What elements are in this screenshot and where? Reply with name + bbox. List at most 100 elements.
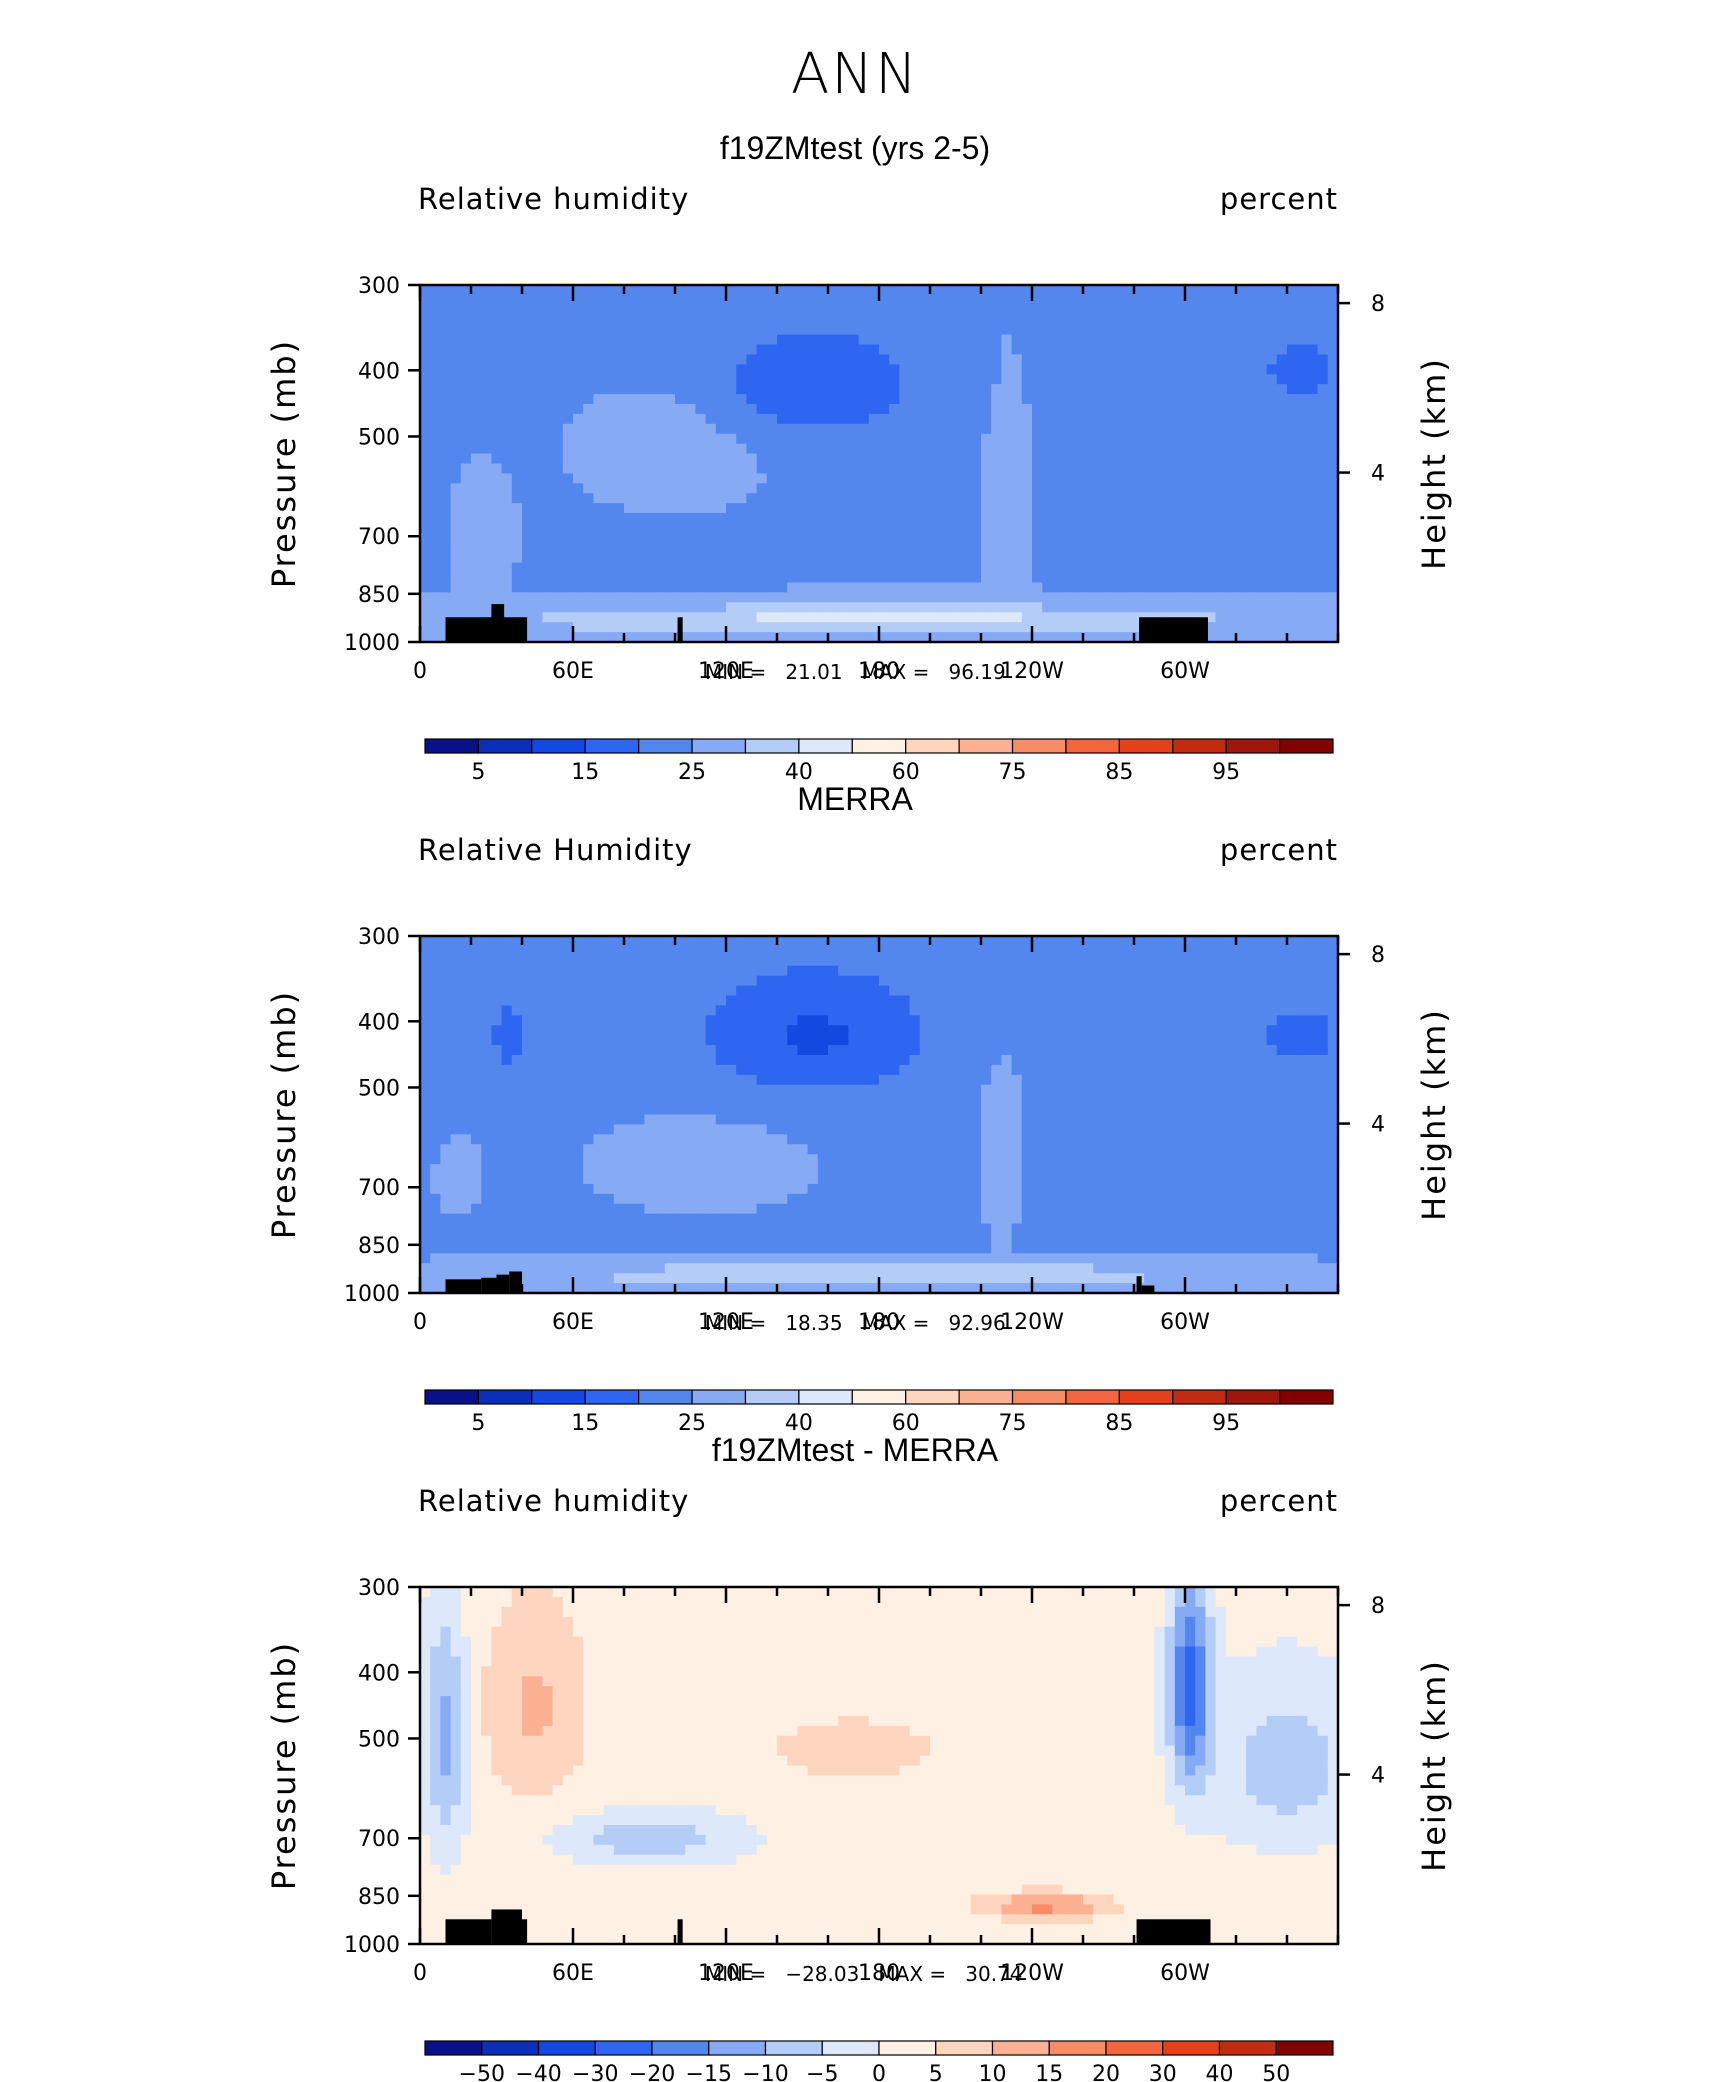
contour-cell xyxy=(767,325,778,336)
contour-cell xyxy=(818,1075,829,1086)
contour-cell xyxy=(542,1035,553,1046)
contour-cell xyxy=(706,1124,717,1135)
contour-cell xyxy=(1318,563,1329,574)
contour-cell xyxy=(481,1105,492,1116)
contour-cell xyxy=(461,543,472,554)
contour-cell xyxy=(1236,493,1247,504)
contour-cell xyxy=(736,602,747,613)
contour-cell xyxy=(1063,285,1074,296)
contour-cell xyxy=(971,543,982,554)
contour-cell xyxy=(1134,384,1145,395)
contour-cell xyxy=(859,1204,870,1215)
contour-cell xyxy=(961,602,972,613)
contour-cell xyxy=(767,1095,778,1106)
contour-cell xyxy=(481,454,492,465)
contour-cell xyxy=(1246,335,1257,346)
contour-cell xyxy=(624,493,635,504)
contour-cell xyxy=(971,335,982,346)
contour-cell xyxy=(420,374,431,385)
contour-cell xyxy=(430,583,441,594)
contour-cell xyxy=(522,543,533,554)
contour-cell xyxy=(553,1263,564,1274)
contour-cell xyxy=(573,464,584,475)
contour-cell xyxy=(940,305,951,316)
contour-cell xyxy=(471,1115,482,1126)
contour-cell xyxy=(1124,444,1135,455)
contour-cell xyxy=(757,523,768,534)
contour-cell xyxy=(767,563,778,574)
contour-cell xyxy=(685,424,696,435)
contour-cell xyxy=(1287,592,1298,603)
contour-cell xyxy=(532,553,543,564)
contour-cell xyxy=(593,533,604,544)
contour-cell xyxy=(655,424,666,435)
contour-cell xyxy=(828,414,839,425)
contour-cell xyxy=(1236,622,1247,633)
contour-cell xyxy=(1032,434,1043,445)
contour-cell xyxy=(502,374,513,385)
contour-cell xyxy=(573,946,584,957)
contour-cell xyxy=(848,1055,859,1066)
contour-cell xyxy=(440,966,451,977)
contour-cell xyxy=(1032,454,1043,465)
contour-cell xyxy=(797,563,808,574)
contour-cell xyxy=(440,583,451,594)
contour-cell xyxy=(634,553,645,564)
contour-cell xyxy=(1165,325,1176,336)
contour-cell xyxy=(634,1243,645,1254)
contour-cell xyxy=(695,1045,706,1056)
contour-cell xyxy=(695,1115,706,1126)
contour-cell xyxy=(899,622,910,633)
contour-cell xyxy=(1175,563,1186,574)
contour-cell xyxy=(1236,553,1247,564)
contour-cell xyxy=(991,523,1002,534)
contour-cell xyxy=(593,1085,604,1096)
contour-cell xyxy=(461,1115,472,1126)
contour-cell xyxy=(869,602,880,613)
contour-cell xyxy=(655,454,666,465)
contour-cell xyxy=(624,1025,635,1036)
contour-cell xyxy=(930,602,941,613)
contour-cell xyxy=(471,996,482,1007)
contour-cell xyxy=(1103,414,1114,425)
contour-cell xyxy=(471,583,482,594)
contour-cell xyxy=(981,543,992,554)
contour-cell xyxy=(940,483,951,494)
contour-cell xyxy=(593,424,604,435)
contour-cell xyxy=(879,384,890,395)
contour-cell xyxy=(736,404,747,415)
contour-cell xyxy=(1165,295,1176,306)
contour-cell xyxy=(726,1015,737,1026)
contour-cell xyxy=(736,533,747,544)
contour-cell xyxy=(573,602,584,613)
contour-cell xyxy=(950,563,961,574)
contour-cell xyxy=(767,976,778,987)
contour-cell xyxy=(583,936,594,947)
contour-cell xyxy=(685,1154,696,1165)
contour-cell xyxy=(757,354,768,365)
contour-cell xyxy=(624,966,635,977)
contour-cell xyxy=(940,354,951,365)
contour-cell xyxy=(461,503,472,514)
contour-cell xyxy=(950,315,961,326)
contour-cell xyxy=(757,563,768,574)
contour-cell xyxy=(879,1025,890,1036)
contour-cell xyxy=(614,1263,625,1274)
contour-cell xyxy=(573,1124,584,1135)
contour-cell xyxy=(420,1144,431,1155)
contour-cell xyxy=(512,454,523,465)
contour-cell xyxy=(1083,364,1094,375)
contour-cell xyxy=(1093,315,1104,326)
contour-cell xyxy=(706,543,717,554)
contour-cell xyxy=(471,315,482,326)
contour-cell xyxy=(930,335,941,346)
contour-cell xyxy=(583,1174,594,1185)
contour-cell xyxy=(1307,384,1318,395)
contour-cell xyxy=(634,1214,645,1225)
contour-cell xyxy=(818,335,829,346)
contour-cell xyxy=(859,1134,870,1145)
contour-cell xyxy=(706,374,717,385)
contour-cell xyxy=(471,434,482,445)
contour-cell xyxy=(920,543,931,554)
contour-cell xyxy=(726,315,737,326)
